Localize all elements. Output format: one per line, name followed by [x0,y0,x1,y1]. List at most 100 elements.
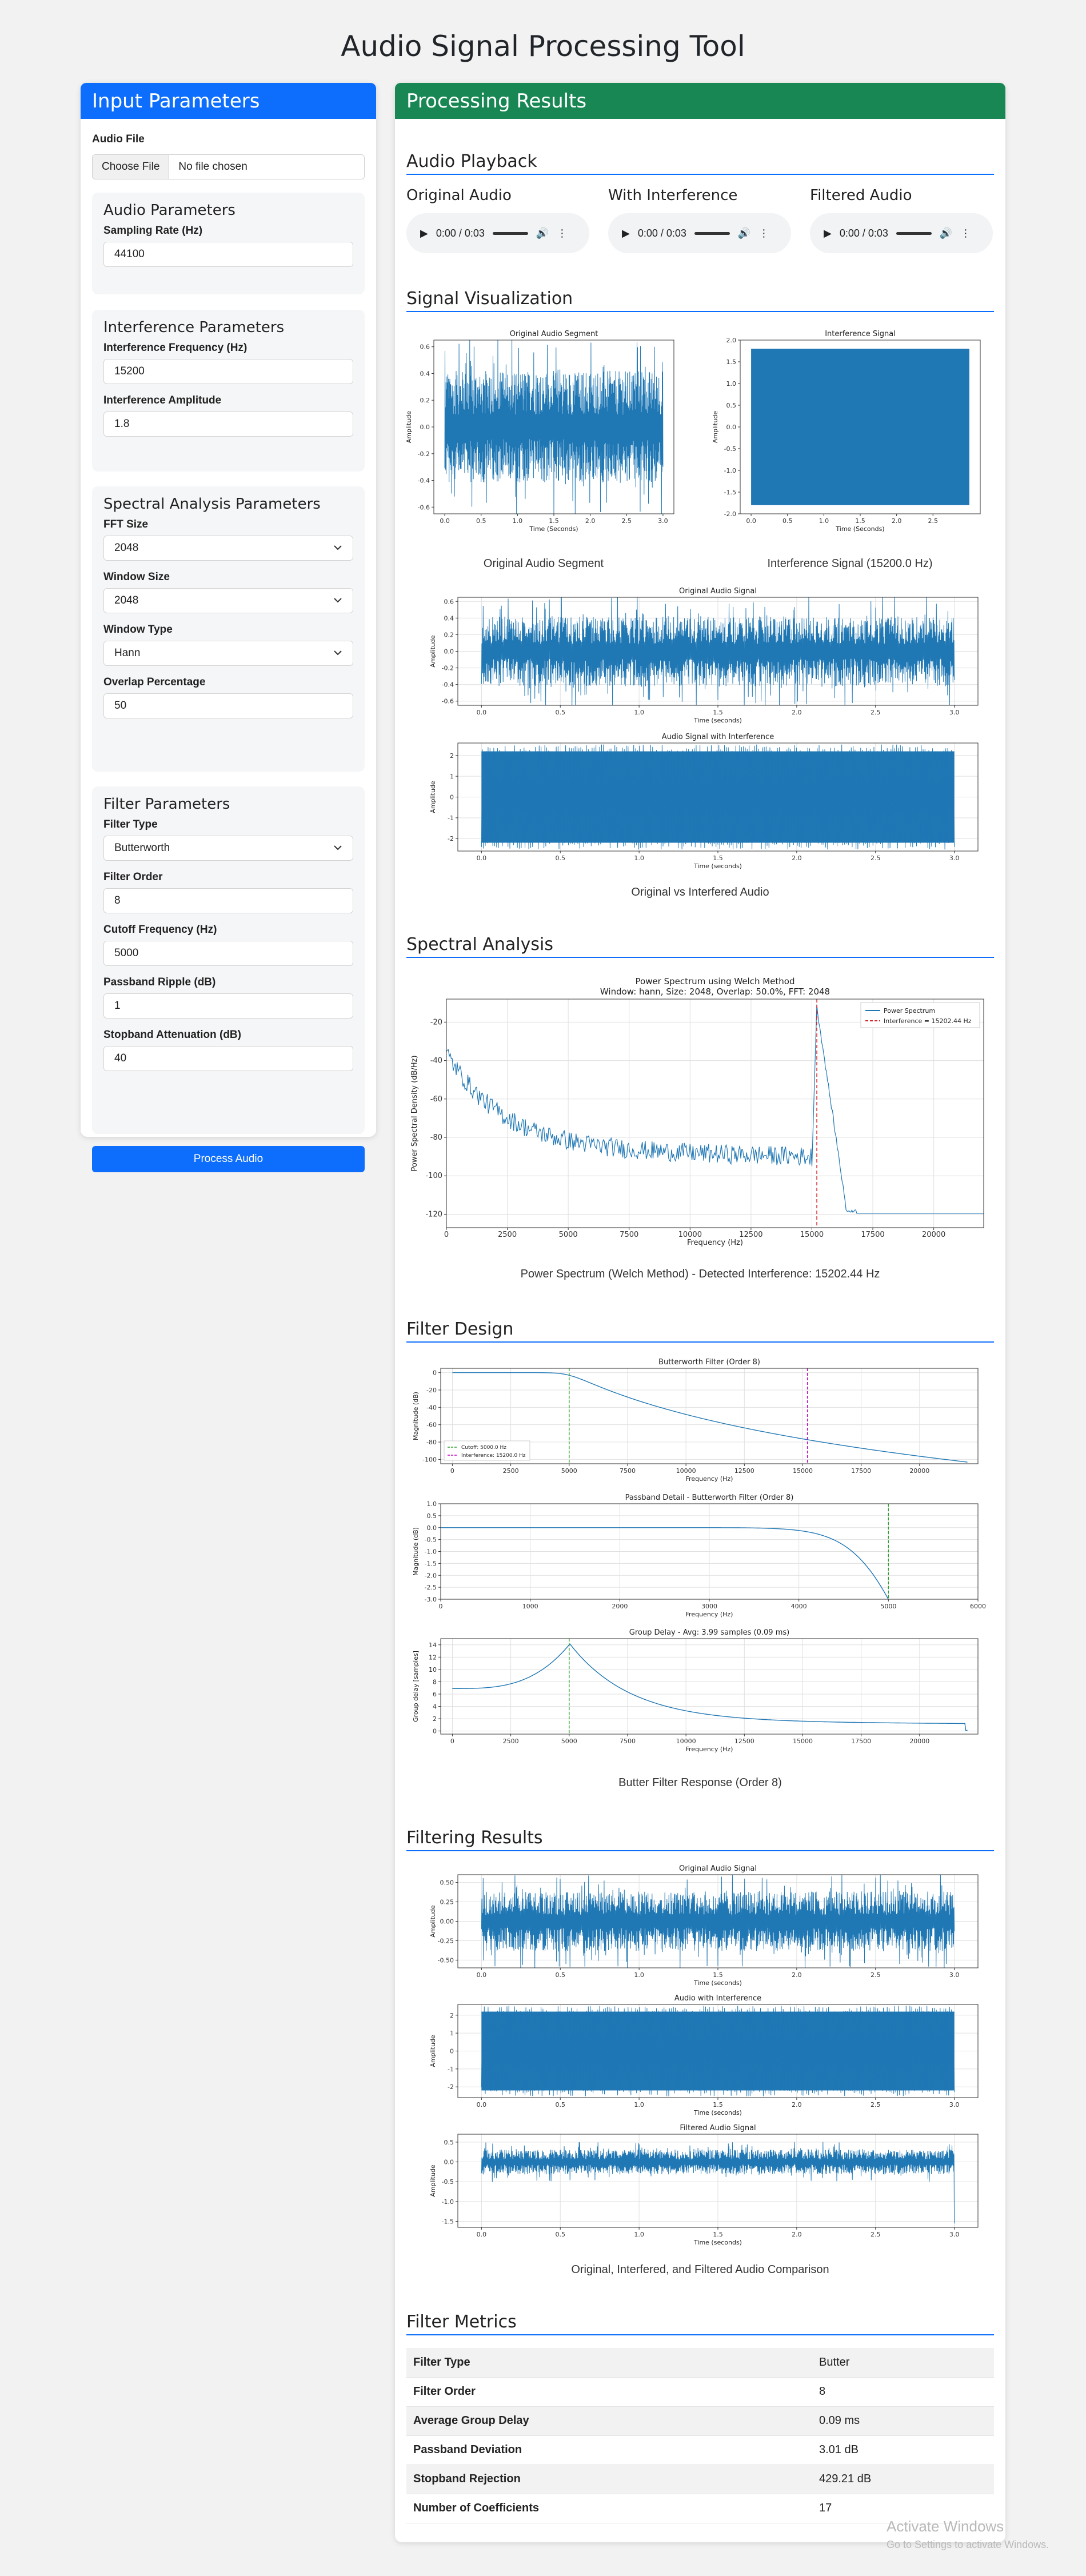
x-tick-label: 0.0 [477,854,487,862]
more-options-icon[interactable]: ⋮ [960,227,971,239]
y-tick-label: -120 [425,1210,442,1219]
table-row: Passband Deviation 3.01 dB [406,2435,994,2465]
y-tick-label: 1.0 [427,1500,437,1508]
psd-line [446,1004,984,1214]
more-options-icon[interactable]: ⋮ [758,227,769,239]
x-axis-label: Time (seconds) [693,2109,742,2116]
y-tick-label: 4 [433,1703,437,1711]
plot-area [452,1639,968,1734]
filtering-caption: Original, Interfered, and Filtered Audio… [571,2263,829,2276]
audio-file-input[interactable]: Choose File No file chosen [92,154,365,179]
process-audio-button[interactable]: Process Audio [92,1146,365,1172]
processing-results-card: Processing Results Audio Playback Origin… [395,83,1005,2542]
x-tick-label: 1.5 [855,517,865,525]
audio-playback-title: Audio Playback [406,151,994,175]
x-tick-label: 15000 [793,1467,813,1475]
volume-icon[interactable]: 🔊 [939,227,953,239]
metric-key: Number of Coefficients [406,2494,812,2523]
x-tick-label: 1.0 [819,517,829,525]
fft-size-select[interactable]: 2048 [103,536,353,561]
y-tick-label: -2 [448,835,454,842]
y-tick-label: -80 [426,1439,437,1446]
chart-title: Power Spectrum using Welch Method [636,976,795,987]
y-tick-label: 0.0 [444,2159,454,2166]
stopband-attenuation-input[interactable]: 40 [103,1046,353,1071]
spectral-analysis-result-title: Spectral Analysis [406,934,994,958]
more-options-icon[interactable]: ⋮ [557,227,568,239]
filtering-results-title: Filtering Results [406,1828,994,1851]
segment-caption: Original Audio Segment [483,557,604,570]
volume-icon[interactable]: 🔊 [737,227,751,239]
window-type-select[interactable]: Hann [103,641,353,666]
signal-line [481,2006,955,2096]
x-tick-label: 1.5 [713,854,723,862]
filter-metrics-table: Filter Type Butter Filter Order 8 Average … [406,2348,994,2523]
filtered-audio-player[interactable]: ▶ 0:00 / 0:03 🔊 ⋮ [810,213,993,253]
choose-file-button[interactable]: Choose File [93,155,170,179]
seek-bar[interactable] [694,231,730,235]
overlap-input[interactable]: 50 [103,693,353,718]
metric-key: Stopband Rejection [406,2465,812,2494]
filtered-audio-chart: Filtered Audio Signal 0.0 0.5 1.0 1.5 2.0 2.5 3… [429,2124,979,2246]
passband-ripple-input[interactable]: 1 [103,993,353,1019]
play-icon[interactable]: ▶ [420,227,428,239]
x-tick-label: 3.0 [949,854,960,862]
interference-audio-title: With Interference [608,187,738,204]
interference-frequency-label: Interference Frequency (Hz) [103,342,247,354]
x-tick-label: 10000 [676,1738,696,1745]
x-tick-label: 0.5 [555,1971,565,1979]
y-tick-label: 0 [433,1369,437,1377]
axes-frame [446,999,984,1228]
x-tick-label: 12500 [734,1738,754,1745]
power-spectrum-chart: Power Spectrum using Welch MethodWindow:… [410,976,984,1247]
filter-type-select[interactable]: Butterworth [103,836,353,861]
x-tick-label: 0.5 [782,517,793,525]
window-size-select[interactable]: 2048 [103,588,353,613]
seek-bar[interactable] [492,231,528,235]
x-tick-label: 2.0 [892,517,902,525]
x-tick-label: 1000 [522,1603,538,1610]
cutoff-frequency-input[interactable]: 5000 [103,941,353,966]
filter-order-input[interactable]: 8 [103,888,353,913]
y-tick-label: 0.5 [444,2139,454,2146]
sampling-rate-input[interactable]: 44100 [103,242,353,267]
x-tick-label: 1.0 [634,2231,644,2238]
y-tick-label: -1 [448,814,454,822]
y-tick-label: -2.5 [425,1584,437,1591]
x-tick-label: 17500 [851,1467,871,1475]
interference-frequency-input[interactable]: 15200 [103,359,353,384]
x-tick-label: 20000 [909,1738,929,1745]
interference-audio-player[interactable]: ▶ 0:00 / 0:03 🔊 ⋮ [608,213,791,253]
axes-frame [457,597,979,706]
axes-frame [433,340,674,514]
x-tick-label: 2.0 [792,2101,802,2108]
y-tick-label: -0.2 [442,665,454,672]
volume-icon[interactable]: 🔊 [536,227,549,239]
y-tick-label: -0.4 [442,681,454,689]
chart-title: Original Audio Signal [679,587,757,596]
y-tick-label: 8 [433,1678,437,1686]
filtered-audio-block: Filtered Audio ▶ 0:00 / 0:03 🔊 ⋮ [810,187,993,253]
plot-area [481,744,955,850]
seek-bar[interactable] [896,231,932,235]
legend-box [860,1002,980,1028]
legend-label: Power Spectrum [884,1007,935,1015]
play-icon[interactable]: ▶ [622,227,630,239]
x-tick-label: 1.5 [549,517,559,525]
filter-type-label: Filter Type [103,818,158,830]
page-title: Audio Signal Processing Tool [341,30,745,63]
x-tick-label: 0.0 [477,2101,487,2108]
x-tick-label: 0.0 [477,709,487,716]
x-tick-label: 2.5 [622,517,632,525]
original-audio-player[interactable]: ▶ 0:00 / 0:03 🔊 ⋮ [406,213,589,253]
plot-area [481,2142,955,2224]
axes-frame [440,1503,979,1600]
play-icon[interactable]: ▶ [824,227,832,239]
compare-caption: Original vs Interfered Audio [631,886,769,898]
group-delay-chart: Group Delay - Avg: 3.99 samples (0.09 ms… [412,1628,979,1753]
interference-amplitude-input[interactable]: 1.8 [103,412,353,437]
window-size-label: Window Size [103,571,170,583]
passband-detail-chart: Passband Detail - Butterworth Filter (Or… [412,1493,986,1618]
y-axis-label: Amplitude [429,1905,437,1938]
watermark-line1: Activate Windows [887,2518,1004,2535]
